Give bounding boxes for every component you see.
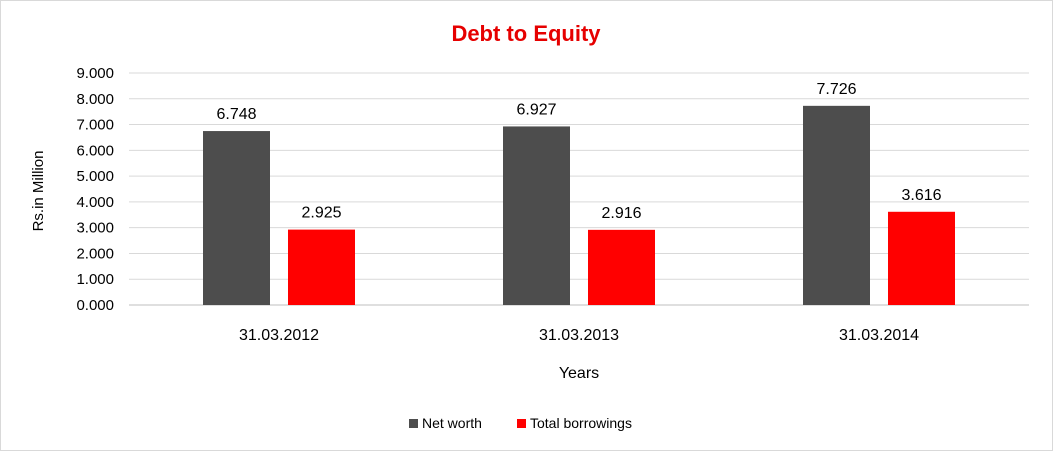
x-tick-label: 31.03.2014 [839,327,919,344]
y-tick-label: 3.000 [76,220,114,237]
x-axis-label: Years [559,365,599,382]
bar [803,105,870,306]
y-tick-label: 8.000 [76,91,114,108]
legend: Net worth Total borrowings [409,415,632,431]
y-tick-label: 1.000 [76,271,114,288]
legend-label: Net worth [422,415,482,431]
bar-data-label: 3.616 [901,187,941,204]
y-tick-label: 2.000 [76,245,114,262]
bar-data-label: 2.925 [301,205,341,222]
y-tick-label: 5.000 [76,168,114,185]
y-axis-label: Rs.in Million [30,151,47,232]
y-tick-label: 7.000 [76,117,114,134]
y-tick-label: 0.000 [76,297,114,314]
bar [588,229,655,305]
gridlines [129,72,1029,306]
y-tick-label: 9.000 [76,65,114,82]
bar [288,229,355,305]
bar-data-label: 6.927 [516,101,556,118]
bar-data-label: 2.916 [601,205,641,222]
bars [203,105,955,306]
bar-data-labels: 6.748 2.925 6.927 2.916 7.726 3.616 [216,81,941,222]
bar [203,131,270,305]
y-axis-ticks: 0.000 1.000 2.000 3.000 4.000 5.000 6.000 7.000… [76,65,114,314]
y-tick-label: 6.000 [76,142,114,159]
bar [888,211,955,305]
y-tick-label: 4.000 [76,194,114,211]
x-tick-label: 31.03.2012 [239,327,319,344]
x-tick-label: 31.03.2013 [539,327,619,344]
bar-data-label: 6.748 [216,106,256,123]
chart-title: Debt to Equity [451,21,601,46]
legend-swatch [517,419,526,428]
bar [503,126,570,305]
bar-data-label: 7.726 [816,81,856,98]
x-axis-ticks: 31.03.2012 31.03.2013 31.03.2014 [239,327,919,344]
legend-label: Total borrowings [530,415,632,431]
legend-swatch [409,419,418,428]
